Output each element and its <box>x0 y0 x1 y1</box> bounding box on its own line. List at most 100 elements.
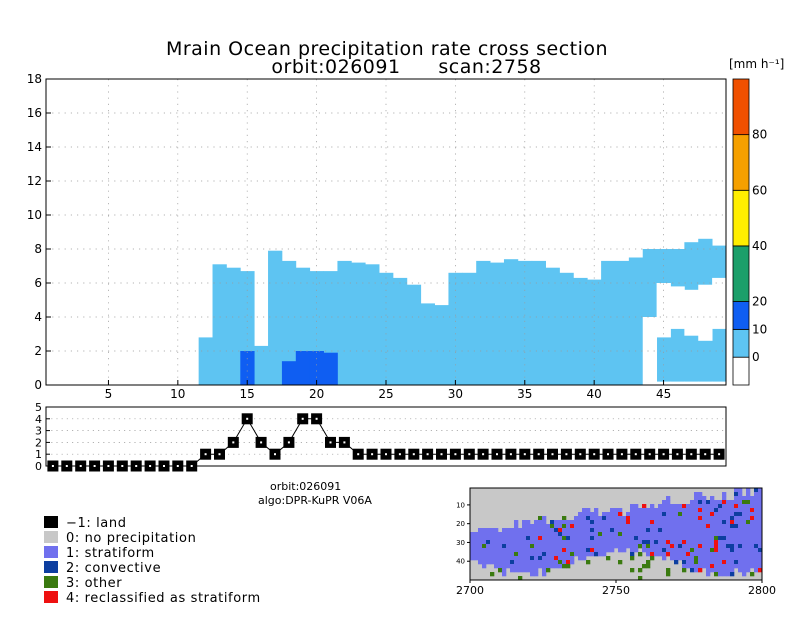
map-pixel <box>546 544 551 549</box>
map-pixel <box>758 552 763 557</box>
map-y-tick-label: 10 <box>456 501 465 509</box>
map-pixel <box>554 564 559 569</box>
y-tick-label: 12 <box>27 174 42 188</box>
map-pixel <box>666 512 671 517</box>
colorbar-units: [mm h⁻¹] <box>729 57 784 71</box>
map-pixel <box>722 504 727 509</box>
map-pixel <box>678 552 683 557</box>
map-pixel <box>702 508 707 513</box>
map-pixel <box>622 548 627 553</box>
map-pixel <box>650 540 655 545</box>
map-pixel <box>474 556 479 561</box>
map-pixel <box>638 524 643 529</box>
map-pixel <box>670 552 675 557</box>
map-pixel <box>678 520 683 525</box>
map-pixel <box>758 500 763 505</box>
map-pixel <box>642 520 647 525</box>
map-pixel <box>742 548 747 553</box>
map-pixel <box>674 560 679 565</box>
map-pixel <box>490 556 495 561</box>
scan-label: scan:2758 <box>438 56 541 78</box>
rain-column <box>448 272 463 385</box>
map-pixel <box>738 552 743 557</box>
map-pixel <box>610 524 615 529</box>
map-pixel <box>554 540 559 545</box>
map-pixel <box>650 512 655 517</box>
map-pixel <box>546 524 551 529</box>
map-pixel <box>606 556 611 561</box>
map-pixel <box>690 548 695 553</box>
map-pixel <box>578 540 583 545</box>
rain-type-marker-dot <box>593 453 596 456</box>
map-pixel <box>650 536 655 541</box>
map-pixel <box>754 492 759 497</box>
map-pixel <box>586 548 591 553</box>
y-tick-label: 8 <box>34 242 42 256</box>
map-pixel <box>562 536 567 541</box>
map-pixel <box>514 540 519 545</box>
map-pixel <box>682 548 687 553</box>
map-pixel <box>586 552 591 557</box>
map-pixel <box>626 544 631 549</box>
map-pixel <box>670 516 675 521</box>
map-pixel <box>662 520 667 525</box>
map-pixel <box>570 548 575 553</box>
map-pixel <box>698 564 703 569</box>
map-pixel <box>482 556 487 561</box>
map-pixel <box>658 524 663 529</box>
map-pixel <box>586 540 591 545</box>
map-pixel <box>534 552 539 557</box>
map-pixel <box>682 504 687 509</box>
map-pixel <box>718 568 723 573</box>
map-pixel <box>530 532 535 537</box>
map-pixel <box>734 488 739 493</box>
map-pixel <box>618 516 623 521</box>
map-pixel <box>510 544 515 549</box>
map-pixel <box>754 560 759 565</box>
map-pixel <box>682 552 687 557</box>
map-pixel <box>554 520 559 525</box>
map-pixel <box>746 488 751 493</box>
rain-column <box>406 284 422 385</box>
map-pixel <box>718 544 723 549</box>
intense-rain-cell <box>323 352 338 385</box>
map-pixel <box>474 548 479 553</box>
map-pixel <box>498 556 503 561</box>
map-pixel <box>614 524 619 529</box>
map-pixel <box>514 536 519 541</box>
map-pixel <box>642 516 647 521</box>
map-pixel <box>722 500 727 505</box>
map-pixel <box>602 516 607 521</box>
map-pixel <box>658 544 663 549</box>
map-pixel <box>566 564 571 569</box>
map-pixel <box>710 552 715 557</box>
map-pixel <box>542 532 547 537</box>
map-pixel <box>634 504 639 509</box>
no-rain-gap <box>670 381 685 385</box>
map-pixel <box>758 512 763 517</box>
map-pixel <box>578 520 583 525</box>
map-pixel <box>654 520 659 525</box>
map-pixel <box>538 548 543 553</box>
map-pixel <box>730 544 735 549</box>
map-pixel <box>562 528 567 533</box>
map-pixel <box>602 552 607 557</box>
map-pixel <box>534 536 539 541</box>
map-pixel <box>470 556 475 561</box>
map-pixel <box>614 528 619 533</box>
map-pixel <box>582 552 587 557</box>
map-pixel <box>710 544 715 549</box>
map-pixel <box>534 520 539 525</box>
map-pixel <box>574 552 579 557</box>
map-pixel <box>622 520 627 525</box>
map-pixel <box>718 516 723 521</box>
map-pixel <box>518 540 523 545</box>
map-pixel <box>530 556 535 561</box>
map-pixel <box>730 508 735 513</box>
map-pixel <box>510 552 515 557</box>
map-pixel <box>510 560 515 565</box>
rain-type-marker-dot <box>287 441 290 444</box>
map-pixel <box>642 508 647 513</box>
rain-type-marker-dot <box>371 453 374 456</box>
